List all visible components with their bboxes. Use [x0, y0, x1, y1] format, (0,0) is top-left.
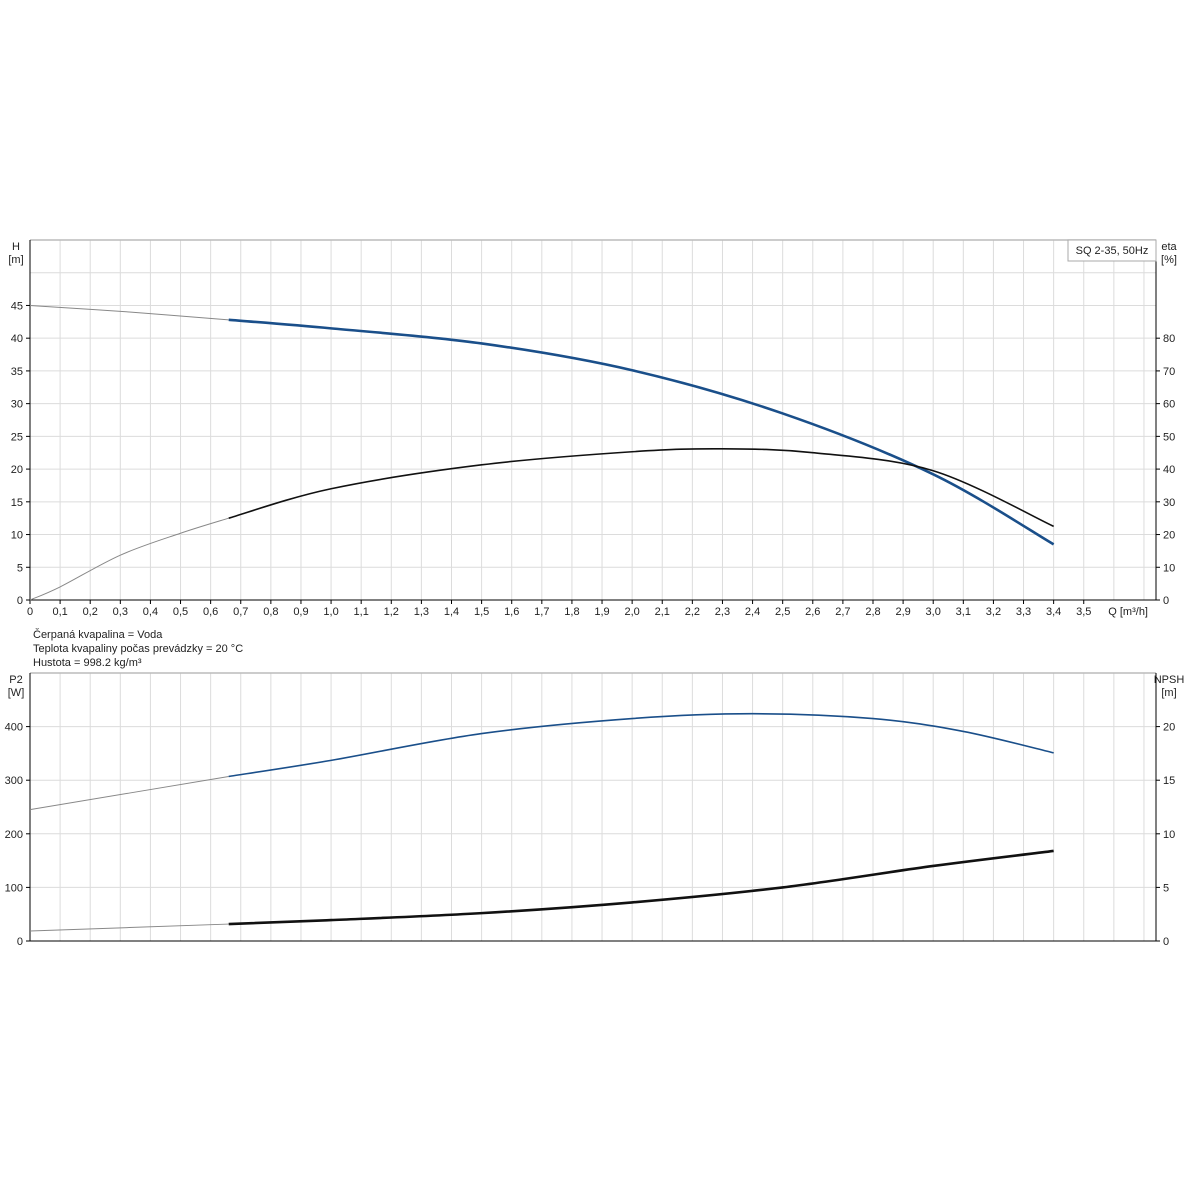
bottom-chart-power-npsh: 0 100 200 300 400 0 5 10 15 20 P2[W] NPSH[m] — [5, 672, 1185, 948]
y-tick-label-left: 45 — [11, 300, 23, 312]
x-tick-label: 0 — [27, 606, 33, 618]
x-tick-label: 2,4 — [745, 606, 760, 618]
y-tick-label-left: 35 — [11, 366, 23, 378]
y-axis-unit-right: [%] — [1161, 254, 1177, 266]
x-tick-label: 3,2 — [986, 606, 1001, 618]
legend-label: SQ 2-35, 50Hz — [1076, 245, 1149, 257]
y-tick-label-left: 25 — [11, 431, 23, 443]
x-tick-label: 1,3 — [414, 606, 429, 618]
x-tick-label: 0,6 — [203, 606, 218, 618]
curve-H-extrapolated — [29, 304, 229, 321]
y-tick-label-right: 5 — [1163, 882, 1169, 894]
x-tick-label: 3,1 — [956, 606, 971, 618]
curve-P2 — [228, 712, 1054, 778]
x-tick-label: 0,4 — [143, 606, 158, 618]
y-axis-label-right: NPSH — [1154, 674, 1185, 686]
x-tick-label: 3,4 — [1046, 606, 1061, 618]
x-tick-label: 0,7 — [233, 606, 248, 618]
x-tick-label: 3,3 — [1016, 606, 1031, 618]
x-tick-label: 1,7 — [534, 606, 549, 618]
fluid-info-line: Hustota = 998.2 kg/m³ — [33, 657, 142, 669]
y-tick-label-left: 0 — [17, 936, 23, 948]
y-tick-label-right: 70 — [1163, 366, 1175, 378]
x-tick-label: 0,2 — [83, 606, 98, 618]
curve-H — [228, 318, 1055, 546]
y-axis-unit-left: [W] — [8, 687, 25, 699]
y-tick-label-left: 0 — [17, 595, 23, 607]
y-tick-label-right: 30 — [1163, 497, 1175, 509]
y-tick-label-left: 10 — [11, 530, 23, 542]
fluid-info-line: Čerpaná kvapalina = Voda — [33, 628, 163, 641]
y-axis-unit-left: [m] — [8, 254, 23, 266]
x-tick-label: 1,5 — [474, 606, 489, 618]
x-tick-label: 2,1 — [655, 606, 670, 618]
x-tick-label: 1,2 — [384, 606, 399, 618]
y-tick-label-right: 10 — [1163, 562, 1175, 574]
curve-eta-extrapolated — [29, 517, 229, 601]
x-tick-label: 2,7 — [835, 606, 850, 618]
x-tick-label: 2,9 — [895, 606, 910, 618]
x-tick-label: 1,4 — [444, 606, 459, 618]
y-axis-label-left: P2 — [9, 674, 22, 686]
x-tick-label: 3,5 — [1076, 606, 1091, 618]
curve-NPSH — [228, 849, 1054, 926]
x-tick-label: 0,1 — [52, 606, 67, 618]
y-tick-label-right: 15 — [1163, 775, 1175, 787]
y-tick-label-right: 60 — [1163, 399, 1175, 411]
y-tick-label-left: 15 — [11, 497, 23, 509]
x-tick-label: 0,9 — [293, 606, 308, 618]
y-tick-label-right: 20 — [1163, 530, 1175, 542]
legend-box — [1067, 239, 1157, 262]
x-tick-label: 1,8 — [564, 606, 579, 618]
y-axis-unit-right: [m] — [1161, 687, 1176, 699]
x-tick-label: 3,0 — [926, 606, 941, 618]
y-tick-label-left: 300 — [5, 775, 23, 787]
y-tick-label-left: 20 — [11, 464, 23, 476]
y-axis-label-left: H — [12, 241, 20, 253]
x-tick-label: 2,0 — [624, 606, 639, 618]
y-tick-label-left: 400 — [5, 722, 23, 734]
x-tick-label: 0,3 — [113, 606, 128, 618]
fluid-info-line: Teplota kvapaliny počas prevádzky = 20 °… — [33, 643, 243, 655]
y-tick-label-right: 10 — [1163, 829, 1175, 841]
x-tick-label: 1,0 — [323, 606, 338, 618]
y-tick-label-left: 200 — [5, 829, 23, 841]
y-tick-label-right: 50 — [1163, 431, 1175, 443]
x-tick-label: 2,6 — [805, 606, 820, 618]
x-tick-label: 0,5 — [173, 606, 188, 618]
curve-P2-extrapolated — [29, 775, 229, 811]
x-axis-label: Q [m³/h] — [1108, 606, 1148, 618]
y-tick-label-right: 40 — [1163, 464, 1175, 476]
x-tick-label: 1,9 — [594, 606, 609, 618]
fluid-info: Čerpaná kvapalina = Voda Teplota kvapali… — [33, 628, 243, 669]
y-tick-label-right: 20 — [1163, 722, 1175, 734]
y-tick-label-left: 30 — [11, 399, 23, 411]
curve-NPSH-extrapolated — [29, 923, 229, 932]
x-tick-label: 2,3 — [715, 606, 730, 618]
y-tick-label-right: 80 — [1163, 333, 1175, 345]
x-tick-label: 2,8 — [865, 606, 880, 618]
x-tick-label: 1,1 — [354, 606, 369, 618]
y-tick-label-left: 100 — [5, 882, 23, 894]
x-tick-label: 2,2 — [685, 606, 700, 618]
curve-eta — [228, 447, 1054, 528]
x-tick-label: 2,5 — [775, 606, 790, 618]
x-tick-label: 0,8 — [263, 606, 278, 618]
top-chart-head-efficiency: 0 5 10 15 20 25 30 35 40 45 0 10 20 30 40 50 60 70 80 H[m] e… — [8, 239, 1178, 618]
y-axis-label-right: eta — [1161, 241, 1177, 253]
y-tick-label-left: 40 — [11, 333, 23, 345]
x-tick-label: 1,6 — [504, 606, 519, 618]
y-tick-label-right: 0 — [1163, 595, 1169, 607]
y-tick-label-right: 0 — [1163, 936, 1169, 948]
y-tick-label-left: 5 — [17, 562, 23, 574]
